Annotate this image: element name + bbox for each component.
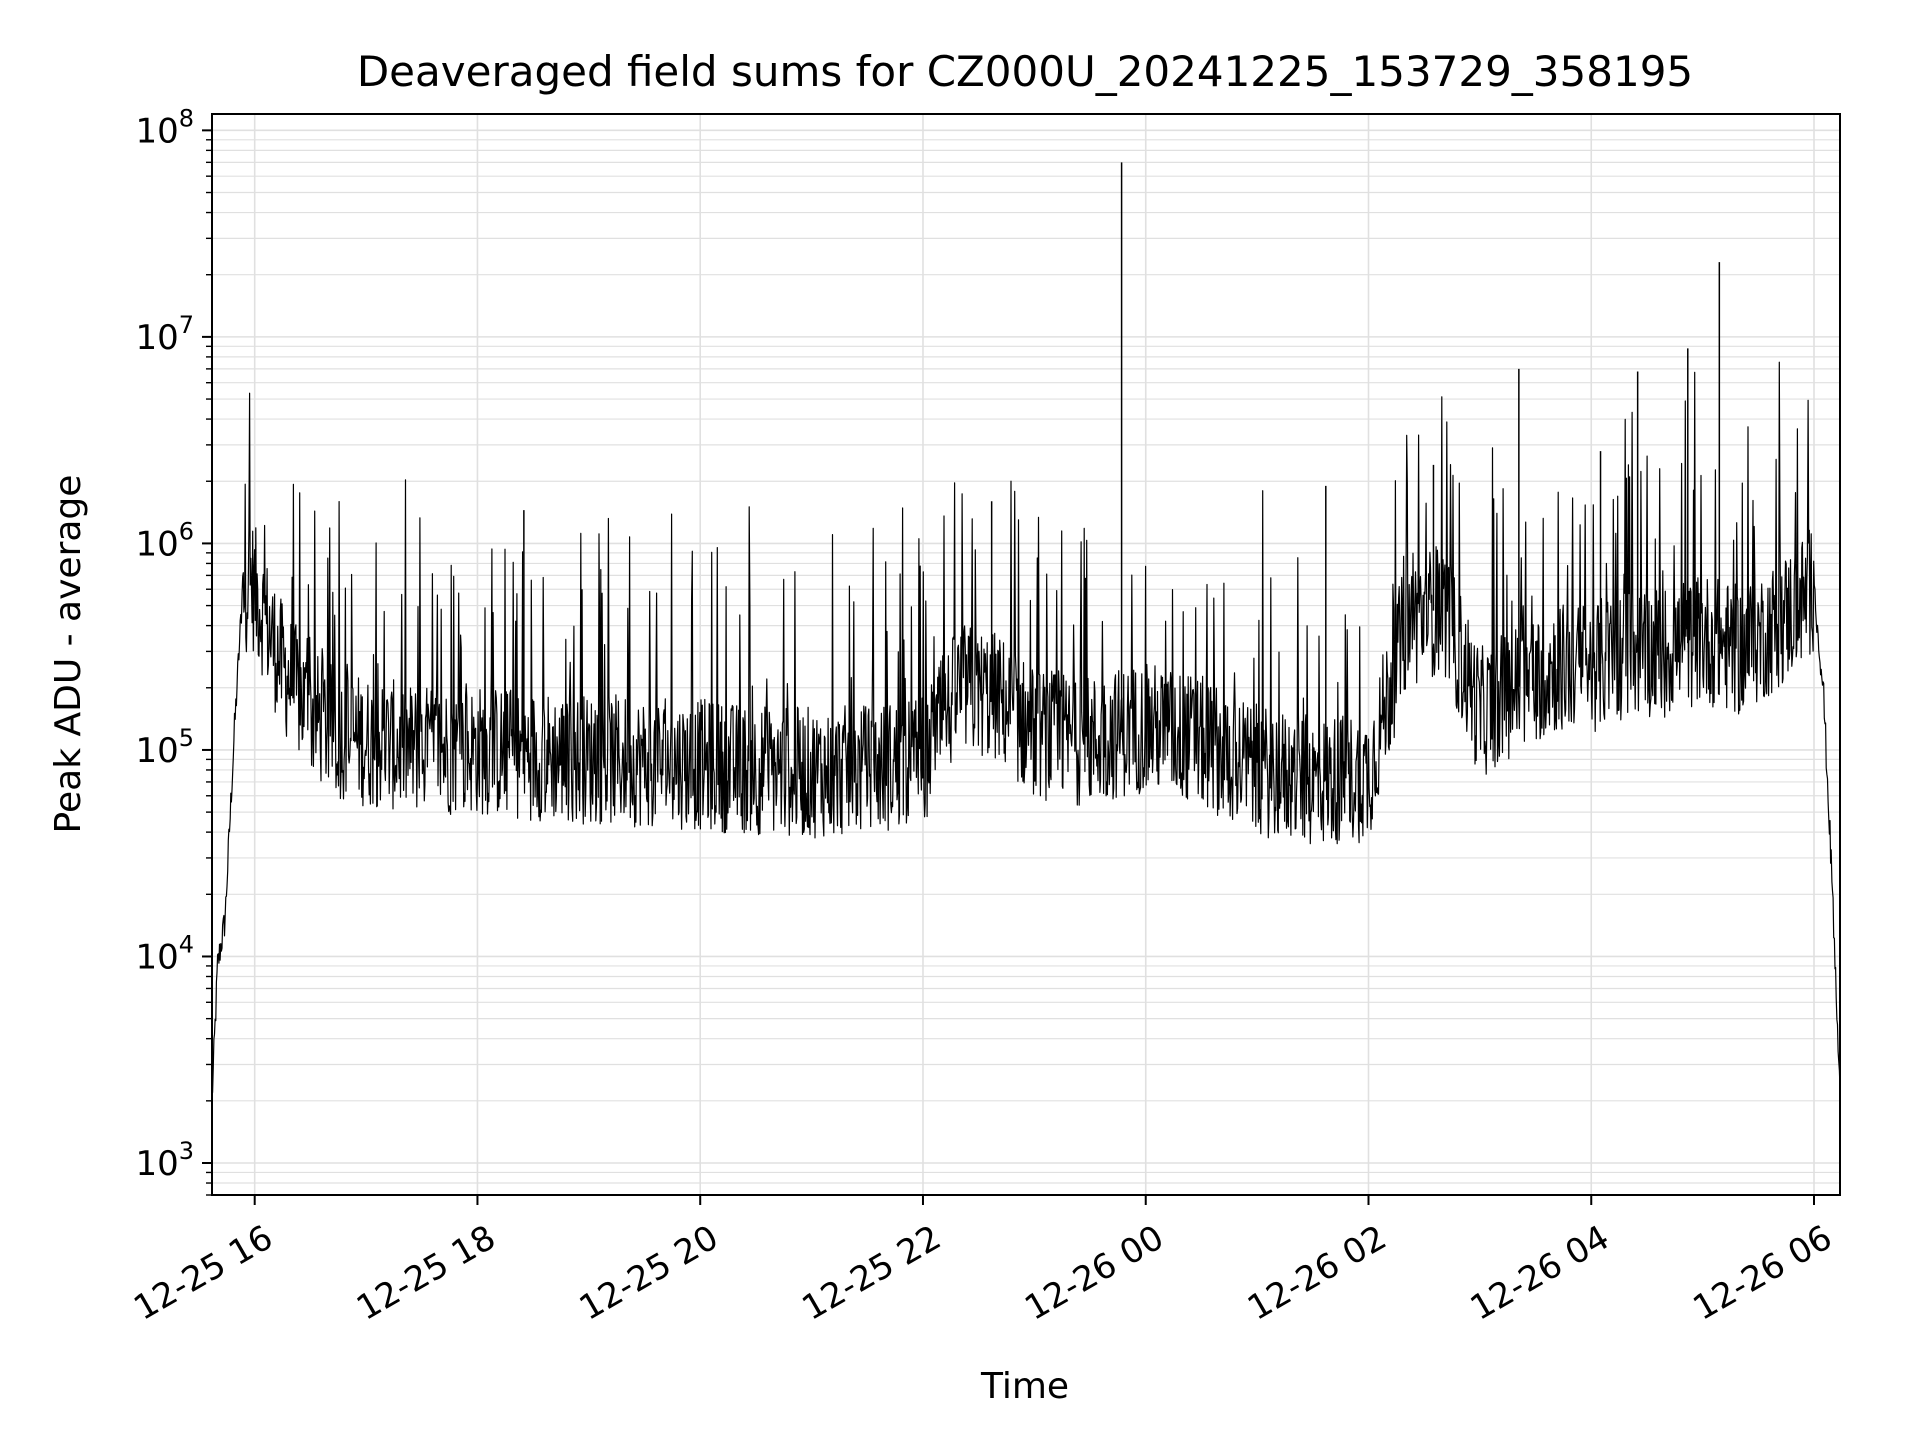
y-tick-base: 10 (135, 318, 178, 358)
y-tick-label: 107 (135, 311, 194, 358)
y-tick-exponent: 5 (179, 724, 194, 752)
y-tick-base: 10 (135, 937, 178, 977)
y-tick-exponent: 4 (179, 930, 194, 958)
x-axis-label: Time (980, 1366, 1069, 1407)
plot-data (211, 162, 1841, 1096)
chart-title: Deaveraged field sums for CZ000U_2024122… (357, 47, 1693, 96)
y-tick-label: 104 (135, 930, 194, 977)
y-tick-exponent: 8 (179, 104, 194, 132)
y-tick-label: 108 (135, 104, 194, 151)
y-tick-base: 10 (135, 731, 178, 771)
y-axis-label: Peak ADU - average (48, 475, 89, 834)
y-tick-base: 10 (135, 524, 178, 564)
y-tick-exponent: 6 (179, 517, 194, 545)
y-tick-base: 10 (135, 1144, 178, 1184)
plot-frame (211, 113, 1841, 1196)
y-tick-exponent: 3 (179, 1137, 194, 1165)
y-tick-label: 105 (135, 724, 194, 771)
y-tick-exponent: 7 (179, 311, 194, 339)
y-tick-base: 10 (135, 111, 178, 151)
y-tick-label: 106 (135, 517, 194, 564)
data-series-line (211, 361, 1841, 1096)
y-tick-label: 103 (135, 1137, 194, 1184)
